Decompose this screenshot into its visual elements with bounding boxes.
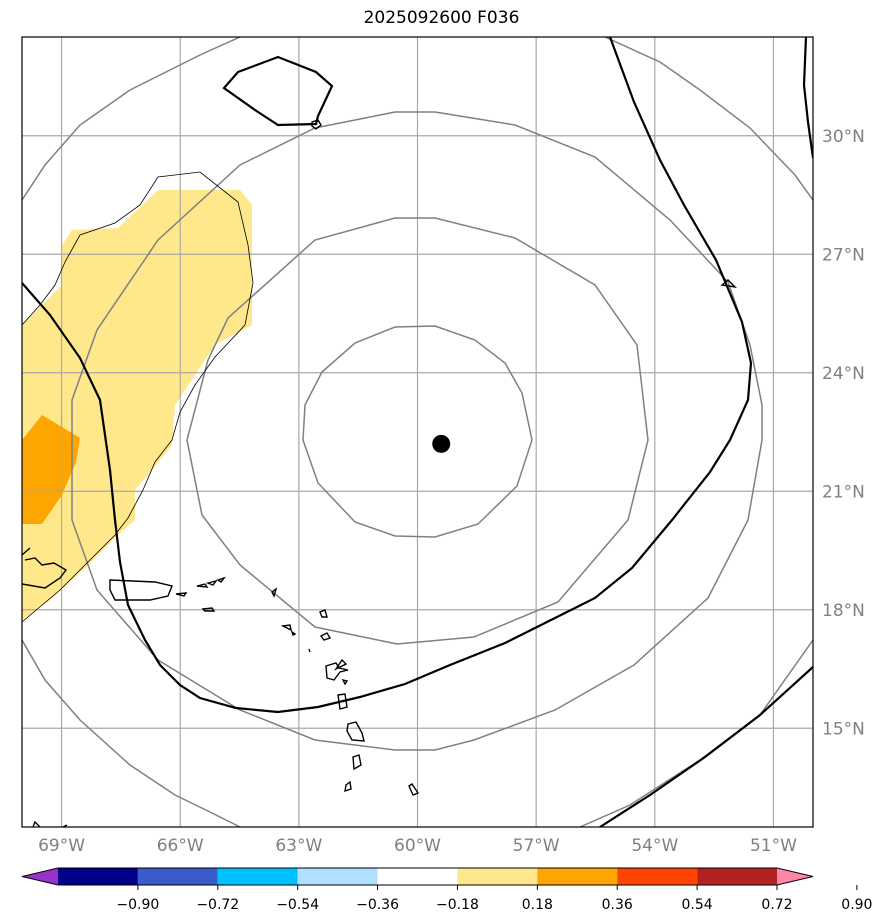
colorbar-tick-label: 0.54 bbox=[682, 897, 713, 913]
colorbar-tick-label: −0.54 bbox=[276, 897, 319, 913]
longitude-label: 69°W bbox=[38, 836, 85, 856]
latitude-labels: 30°N 27°N 24°N 21°N 18°N 15°N bbox=[822, 127, 865, 740]
colorbar-tick-label: 0.72 bbox=[761, 897, 792, 913]
colorbar-swatch bbox=[217, 868, 298, 885]
colorbar-swatch bbox=[137, 868, 218, 885]
shaded-region-yellow bbox=[22, 190, 252, 620]
colorbar-swatch bbox=[537, 868, 618, 885]
longitude-label: 66°W bbox=[157, 836, 204, 856]
latitude-label: 24°N bbox=[822, 364, 865, 384]
colorbar-swatch bbox=[58, 868, 138, 885]
map-frame bbox=[21, 36, 814, 828]
colorbar-tick-label: 0.18 bbox=[522, 897, 553, 913]
map-title: 2025092600 F036 bbox=[363, 8, 520, 28]
latitude-label: 15°N bbox=[822, 719, 865, 739]
colorbar-swatch bbox=[617, 868, 698, 885]
longitude-label: 51°W bbox=[750, 836, 797, 856]
longitude-label: 54°W bbox=[631, 836, 678, 856]
colorbar-tick-label: −0.90 bbox=[116, 897, 159, 913]
colorbar-swatch bbox=[777, 868, 813, 885]
latitude-label: 30°N bbox=[822, 127, 865, 147]
colorbar-swatch bbox=[377, 868, 458, 885]
longitude-label: 57°W bbox=[513, 836, 560, 856]
thin-contour bbox=[22, 171, 254, 623]
shaded-region-orange bbox=[22, 415, 80, 524]
latitude-label: 18°N bbox=[822, 601, 865, 621]
latitude-label: 27°N bbox=[822, 245, 865, 265]
longitude-label: 63°W bbox=[275, 836, 322, 856]
colorbar-swatch bbox=[297, 868, 378, 885]
colorbar-swatch bbox=[697, 868, 777, 885]
colorbar-tick-label: −0.72 bbox=[196, 897, 239, 913]
coastlines bbox=[22, 119, 738, 827]
colorbar-outline bbox=[21, 867, 814, 886]
colorbar: −0.90 −0.72 −0.54 −0.36 −0.18 0.18 0.36 0.54 0.7… bbox=[21, 867, 872, 913]
colorbar-swatch bbox=[22, 868, 58, 885]
longitude-labels: 69°W 66°W 63°W 60°W 57°W 54°W 51°W bbox=[38, 836, 797, 856]
colorbar-tick-label: 0.90 bbox=[841, 897, 872, 913]
colorbar-swatch bbox=[457, 868, 538, 885]
colorbar-tick-label: −0.18 bbox=[436, 897, 479, 913]
map-area bbox=[22, 37, 813, 827]
black-contours bbox=[22, 37, 813, 827]
longitude-label: 60°W bbox=[394, 836, 441, 856]
storm-center-marker bbox=[432, 434, 451, 453]
gray-contours bbox=[22, 37, 813, 827]
latitude-label: 21°N bbox=[822, 482, 865, 502]
colorbar-tick-label: −0.36 bbox=[356, 897, 399, 913]
colorbar-tick-label: 0.36 bbox=[602, 897, 633, 913]
